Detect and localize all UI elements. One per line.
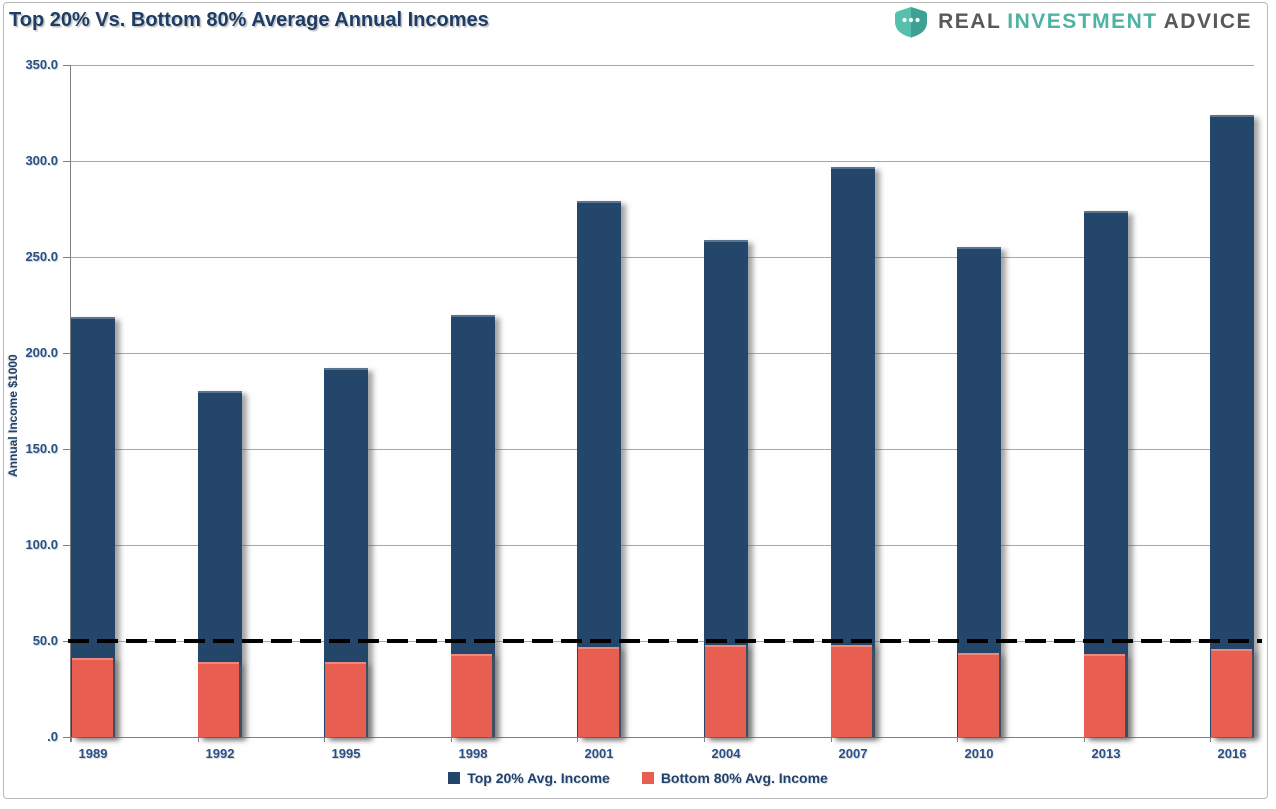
- chart-legend: Top 20% Avg. Income Bottom 80% Avg. Inco…: [0, 770, 1276, 786]
- y-gridline: [70, 257, 1254, 258]
- x-tick-mark: [957, 737, 958, 742]
- x-tick-mark: [1210, 737, 1211, 742]
- y-tick-mark: [63, 161, 70, 162]
- brand-wordmark: REAL INVESTMENT ADVICE: [938, 10, 1258, 34]
- reference-line-50k: [68, 639, 1262, 643]
- brand-logo: REAL INVESTMENT ADVICE: [894, 6, 1258, 38]
- bar-bottom80-2001: [578, 647, 619, 737]
- shield-icon: [895, 7, 928, 38]
- x-tick-mark: [577, 737, 578, 742]
- legend-entry-top20: Top 20% Avg. Income: [448, 770, 610, 786]
- bar-bottom80-1998: [451, 654, 492, 737]
- y-tick-label: 250.0: [25, 249, 58, 264]
- y-axis-line: [70, 65, 71, 742]
- y-tick-mark: [63, 449, 70, 450]
- y-tick-label: 200.0: [25, 345, 58, 360]
- x-tick-label-2007: 2007: [838, 746, 868, 761]
- x-axis-baseline: [70, 737, 1254, 738]
- legend-entry-bottom80: Bottom 80% Avg. Income: [641, 770, 828, 786]
- x-tick-label-1998: 1998: [458, 746, 488, 761]
- bar-bottom80-2004: [705, 645, 746, 737]
- y-tick-mark: [63, 545, 70, 546]
- x-tick-mark: [324, 737, 325, 742]
- bar-bottom80-2013: [1084, 654, 1125, 737]
- y-tick-label: 300.0: [25, 153, 58, 168]
- x-tick-mark: [451, 737, 452, 742]
- y-tick-mark: [63, 641, 70, 642]
- legend-label-bottom80: Bottom 80% Avg. Income: [660, 770, 828, 786]
- x-tick-label-1992: 1992: [205, 746, 235, 761]
- chart-frame: [3, 2, 1268, 799]
- x-tick-label-2004: 2004: [711, 746, 741, 761]
- brand-word-advice: ADVICE: [1163, 10, 1252, 33]
- brand-word-real: REAL: [938, 10, 1002, 33]
- x-tick-label-2013: 2013: [1091, 746, 1121, 761]
- bar-bottom80-2010: [958, 653, 999, 737]
- x-tick-mark: [1084, 737, 1085, 742]
- y-tick-mark: [63, 257, 70, 258]
- x-tick-mark: [704, 737, 705, 742]
- x-tick-label-1989: 1989: [78, 746, 108, 761]
- y-tick-label: 150.0: [25, 441, 58, 456]
- x-tick-label-2016: 2016: [1217, 746, 1247, 761]
- bar-top20-2016: [1210, 115, 1254, 737]
- x-tick-mark: [71, 737, 72, 742]
- bar-bottom80-2007: [831, 645, 872, 737]
- legend-label-top20: Top 20% Avg. Income: [467, 770, 610, 786]
- x-tick-mark: [831, 737, 832, 742]
- y-tick-label: 50.0: [32, 633, 58, 648]
- brand-word-investment: INVESTMENT: [1007, 10, 1158, 33]
- legend-swatch-top20: [448, 772, 461, 784]
- bar-bottom80-2016: [1211, 649, 1252, 737]
- y-tick-mark: [63, 737, 70, 738]
- bar-bottom80-1989: [72, 658, 113, 737]
- y-tick-label: 350.0: [25, 57, 58, 72]
- x-tick-label-2010: 2010: [964, 746, 994, 761]
- legend-swatch-bottom80: [641, 772, 654, 784]
- y-gridline: [70, 161, 1254, 162]
- y-tick-mark: [63, 353, 70, 354]
- chart-title: Top 20% Vs. Bottom 80% Average Annual In…: [9, 9, 489, 31]
- y-gridline: [70, 65, 1254, 66]
- y-gridline: [70, 353, 1254, 354]
- x-tick-label-1995: 1995: [331, 746, 361, 761]
- y-tick-label: 100.0: [25, 537, 58, 552]
- x-tick-mark: [198, 737, 199, 742]
- bar-bottom80-1995: [325, 662, 366, 737]
- logo-dot: [909, 17, 914, 23]
- x-tick-label-2001: 2001: [584, 746, 614, 761]
- y-tick-label: .0: [47, 729, 58, 744]
- y-gridline: [70, 545, 1254, 546]
- logo-dot: [902, 17, 907, 23]
- y-gridline: [70, 449, 1254, 450]
- bar-top20-2013: [1084, 211, 1128, 737]
- bar-bottom80-1992: [198, 662, 239, 737]
- y-tick-mark: [63, 65, 70, 66]
- logo-dot: [915, 17, 920, 23]
